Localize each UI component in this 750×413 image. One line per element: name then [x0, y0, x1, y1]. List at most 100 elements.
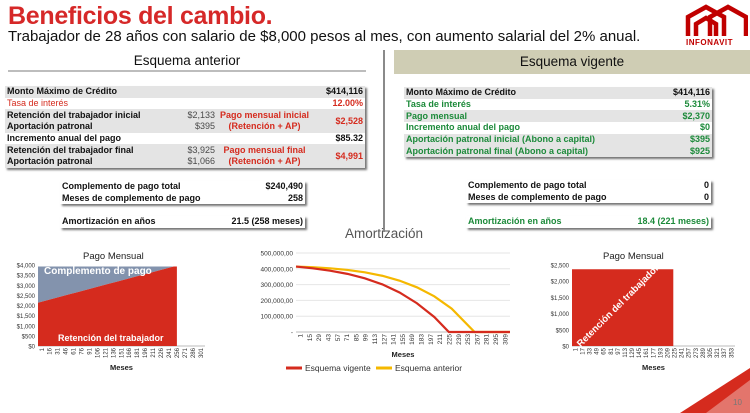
complemento-anterior-table: Complemento de pago total $240,490 Meses…	[60, 181, 305, 205]
y-tick-label: $3,000	[17, 284, 36, 290]
x-tick-label: 183	[419, 334, 426, 345]
row-label: Retención del trabajador final	[5, 144, 171, 157]
row-label: Tasa de interés	[406, 99, 471, 110]
row-label: Aportación patronal	[5, 156, 171, 168]
complemento-vigente-table: Complemento de pago total 0 Meses de com…	[466, 180, 711, 204]
pago-final-sublabel: (Retención + AP)	[217, 156, 312, 168]
pago-inicial-value: $2,528	[312, 109, 365, 133]
table-row: Aportación patronal inicial (Abono a cap…	[404, 133, 712, 146]
row-label: Amortización en años	[62, 216, 156, 227]
x-axis-title: Meses	[110, 363, 133, 372]
y-tick-label: $0	[562, 345, 569, 351]
row-value: 0	[703, 192, 709, 203]
x-tick-label: 81	[609, 347, 615, 354]
x-tick-label: 241	[167, 347, 173, 358]
row-value: 0	[703, 180, 709, 191]
chart-middle-title: Amortización	[345, 226, 424, 241]
y-tick-label: $3,500	[17, 274, 36, 280]
table-row: Incremento anual del pago $0	[404, 122, 712, 134]
legend-label-vigente: Esquema vigente	[305, 363, 371, 373]
row-value: 18.4 (221 meses)	[637, 216, 709, 227]
corner-decoration	[680, 368, 750, 413]
y-tick-label: $500	[22, 334, 36, 340]
table-row: Meses de complemento de pago 258	[60, 193, 305, 205]
x-tick-label: 71	[344, 334, 351, 342]
table-row: Tasa de interés 12.00%	[5, 98, 365, 110]
x-tick-label: 197	[428, 334, 435, 345]
row-label: Aportación patronal	[5, 121, 171, 133]
row-label: Pago mensual	[404, 110, 654, 123]
row-label: Monto Máximo de Crédito	[5, 86, 171, 98]
x-tick-label: 239	[456, 334, 463, 345]
x-tick-label: 257	[687, 347, 693, 358]
x-tick-label: 226	[159, 347, 165, 358]
row-value: $240,490	[265, 181, 303, 192]
series-area-retencion	[572, 269, 674, 346]
y-tick-label: $1,500	[17, 314, 36, 320]
esquema-anterior-header: Esquema anterior	[8, 50, 366, 72]
table-row: Complemento de pago total 0	[466, 180, 711, 192]
x-tick-label: 353	[729, 347, 735, 358]
chart-pago-mensual-anterior: $4,000 $3,500 $3,000 $2,500 $2,000 $1,500 $1,0…	[17, 264, 205, 372]
row-value: $85.32	[335, 133, 363, 144]
x-tick-label: 225	[446, 334, 453, 345]
x-tick-label: 57	[335, 334, 342, 342]
x-tick-label: 145	[637, 347, 643, 358]
x-tick-label: 211	[437, 334, 444, 345]
x-tick-label: 177	[651, 347, 657, 358]
x-tick-label: 271	[183, 347, 189, 358]
x-tick-label: 253	[465, 334, 472, 345]
pago-final-label: Pago mensual final	[217, 144, 312, 157]
row-label: Incremento anual del pago	[406, 122, 521, 133]
table-row: Aportación patronal final (Abono a capit…	[404, 145, 712, 158]
pago-final-value: $4,991	[312, 144, 365, 168]
logo-text: INFONAVIT	[686, 38, 734, 47]
x-tick-label: 29	[316, 334, 323, 342]
chart-pago-mensual-vigente: $2,500 $2,000 $1,500 $1,000 $500 $0 1 17 33 49 65 8…	[551, 263, 736, 372]
legend-label-anterior: Esquema anterior	[395, 363, 462, 373]
x-tick-label: 273	[694, 347, 700, 358]
x-tick-label: 151	[119, 347, 125, 358]
x-tick-label: 129	[630, 347, 636, 358]
x-axis-title: Meses	[642, 363, 665, 372]
row-value: $395	[654, 133, 712, 146]
row-subvalue: $2,133	[171, 109, 217, 122]
chart-amortizacion: 500,000,00 400,000,00 300,000,00 200,000,00…	[260, 251, 510, 373]
table-row: Complemento de pago total $240,490	[60, 181, 305, 193]
row-label: Incremento anual del pago	[7, 133, 122, 144]
x-tick-label: 1	[40, 347, 46, 351]
y-tick-label: $2,500	[551, 264, 570, 270]
x-tick-label: 113	[623, 347, 629, 357]
x-tick-label: 33	[588, 347, 594, 354]
x-tick-label: 61	[72, 347, 78, 354]
x-tick-label: 295	[493, 334, 500, 345]
table-row: Monto Máximo de Crédito $414,116	[404, 87, 712, 99]
table-row: Meses de complemento de pago 0	[466, 192, 711, 204]
table-row: Aportación patronal $1,066 (Retención + …	[5, 156, 365, 168]
x-tick-label: 241	[680, 347, 686, 358]
y-tick-label: $1,000	[17, 324, 36, 330]
series-area-retencion	[38, 266, 177, 346]
series-line-anterior	[295, 265, 510, 334]
x-tick-label: 136	[111, 347, 117, 358]
row-subvalue: $395	[171, 121, 217, 133]
esquema-vigente-header: Esquema vigente	[394, 50, 750, 74]
series-area-complemento	[38, 266, 177, 303]
row-value: $2,370	[654, 110, 712, 123]
pago-inicial-label: Pago mensual inicial	[217, 109, 312, 122]
x-tick-label: 1	[298, 334, 305, 338]
esquema-vigente-table: Monto Máximo de Crédito $414,116 Tasa de…	[404, 87, 712, 158]
x-tick-label: 309	[502, 334, 509, 345]
row-value: 258	[287, 193, 303, 204]
chart-left-title: Pago Mensual	[83, 251, 144, 262]
row-label: Meses de complemento de pago	[468, 192, 607, 203]
x-tick-label: 16	[48, 347, 54, 354]
x-axis-title: Meses	[392, 350, 415, 359]
y-tick-label: 100,000,00	[260, 314, 293, 321]
table-row: Retención del trabajador final $3,925 Pa…	[5, 144, 365, 168]
table-row: Amortización en años 18.4 (221 meses)	[466, 216, 711, 228]
x-tick-label: 85	[353, 334, 360, 342]
row-label: Monto Máximo de Crédito	[404, 87, 654, 99]
y-tick-label: $500	[556, 328, 570, 334]
y-tick-label: $1,500	[551, 296, 570, 302]
